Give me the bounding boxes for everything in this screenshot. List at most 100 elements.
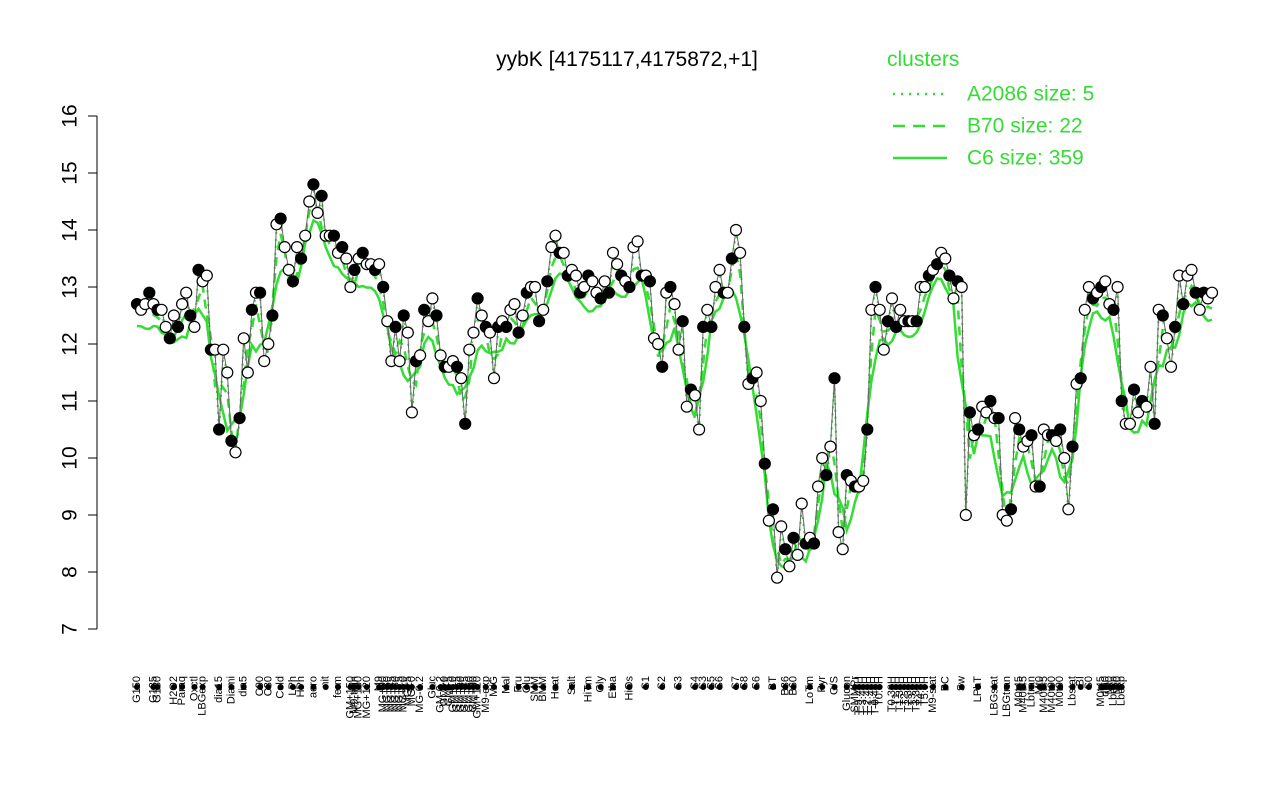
data-point xyxy=(725,252,739,265)
x-marker xyxy=(1077,684,1084,690)
x-marker xyxy=(449,684,456,690)
x-marker xyxy=(819,684,826,690)
x-marker xyxy=(199,684,206,690)
x-tick-label: MG-0.2 xyxy=(414,676,426,713)
data-point xyxy=(980,406,993,419)
data-point xyxy=(1148,417,1161,430)
x-tick-label: S0 xyxy=(1083,676,1095,689)
data-point xyxy=(426,292,439,305)
x-tick-label: S3 xyxy=(697,676,709,689)
y-tick-label: 11 xyxy=(59,390,82,412)
x-tick-label: MG+150 xyxy=(353,676,365,719)
x-marker xyxy=(1057,684,1064,690)
data-point xyxy=(373,258,386,271)
y-tick-label: 14 xyxy=(59,218,82,242)
data-point xyxy=(508,298,521,311)
data-point xyxy=(549,229,562,242)
x-marker xyxy=(868,684,875,690)
data-point xyxy=(762,514,776,527)
x-marker xyxy=(769,684,776,690)
data-point xyxy=(787,531,800,544)
x-marker xyxy=(642,684,649,690)
data-point xyxy=(836,543,849,556)
x-tick-label: C90 xyxy=(254,676,266,696)
x-marker xyxy=(790,684,797,690)
data-point xyxy=(885,292,899,305)
x-marker xyxy=(1036,684,1043,690)
x-tick-label: Salt xyxy=(566,676,578,695)
x-tick-label: ferm xyxy=(332,676,344,698)
x-tick-label: Diami xyxy=(225,676,237,704)
data-point xyxy=(434,349,447,362)
data-point xyxy=(1164,360,1178,373)
data-point xyxy=(828,372,841,385)
data-point xyxy=(336,241,349,254)
data-point xyxy=(545,241,558,254)
x-marker xyxy=(991,684,998,690)
x-tick-label: Heat xyxy=(550,676,562,699)
data-point xyxy=(541,275,554,288)
data-point xyxy=(1156,309,1169,322)
data-point xyxy=(651,337,665,351)
data-point xyxy=(516,309,529,322)
x-tick-label: MG+120 xyxy=(361,676,373,719)
x-marker xyxy=(523,684,530,690)
x-marker xyxy=(1016,684,1023,690)
x-marker xyxy=(503,684,510,690)
x-marker xyxy=(240,684,247,690)
x-marker xyxy=(298,684,305,690)
data-point xyxy=(631,235,644,248)
x-tick-label: MG+5 xyxy=(402,676,414,706)
x-marker xyxy=(1085,684,1092,690)
x-tick-label: HiTm xyxy=(582,676,594,702)
x-tick-label: T3.0H xyxy=(906,676,918,706)
data-point xyxy=(963,406,977,419)
x-tick-label: Sw xyxy=(956,676,968,691)
data-point xyxy=(889,320,903,333)
data-point xyxy=(770,571,784,584)
x-tick-label: S8 xyxy=(738,676,750,689)
y-tick-label: 13 xyxy=(59,275,82,298)
data-point xyxy=(668,298,681,311)
data-point xyxy=(959,508,972,522)
data-point xyxy=(430,309,443,322)
x-marker xyxy=(322,684,329,690)
x-tick-label: G135 xyxy=(147,676,159,703)
data-point xyxy=(537,303,550,316)
x-tick-label: Oxctl xyxy=(188,676,200,701)
x-marker xyxy=(901,684,908,690)
x-marker xyxy=(597,684,604,690)
x-marker xyxy=(753,684,760,690)
data-point xyxy=(184,309,197,322)
data-point xyxy=(824,440,837,453)
data-point xyxy=(274,212,287,225)
data-point xyxy=(1008,412,1022,425)
x-marker xyxy=(1040,684,1047,690)
data-point xyxy=(606,246,620,259)
data-point xyxy=(266,309,279,322)
x-marker xyxy=(289,684,296,690)
x-tick-label: Gly xyxy=(595,676,607,693)
x-marker xyxy=(860,684,867,690)
data-point xyxy=(1160,332,1174,345)
x-marker xyxy=(700,684,707,690)
axes: 7 8 9 10 11 12 13 14 15 16 xyxy=(59,104,98,635)
data-point xyxy=(459,417,472,430)
data-point xyxy=(578,280,591,294)
data-point xyxy=(680,400,693,413)
x-marker xyxy=(400,684,407,690)
data-point xyxy=(1004,503,1018,516)
data-point xyxy=(664,280,677,294)
x-marker xyxy=(392,684,399,690)
x-tick-label: HPh xyxy=(295,676,307,697)
x-tick-label: Glu xyxy=(521,676,533,693)
data-point xyxy=(348,263,361,276)
x-tick-label: Pyr xyxy=(816,676,828,693)
y-tick-label: 8 xyxy=(59,566,82,578)
x-marker xyxy=(179,684,186,690)
x-tick-label: M40t45 xyxy=(1017,676,1029,713)
x-marker xyxy=(531,684,538,690)
data-point xyxy=(171,320,185,333)
x-marker xyxy=(154,684,161,690)
data-point xyxy=(733,246,747,259)
